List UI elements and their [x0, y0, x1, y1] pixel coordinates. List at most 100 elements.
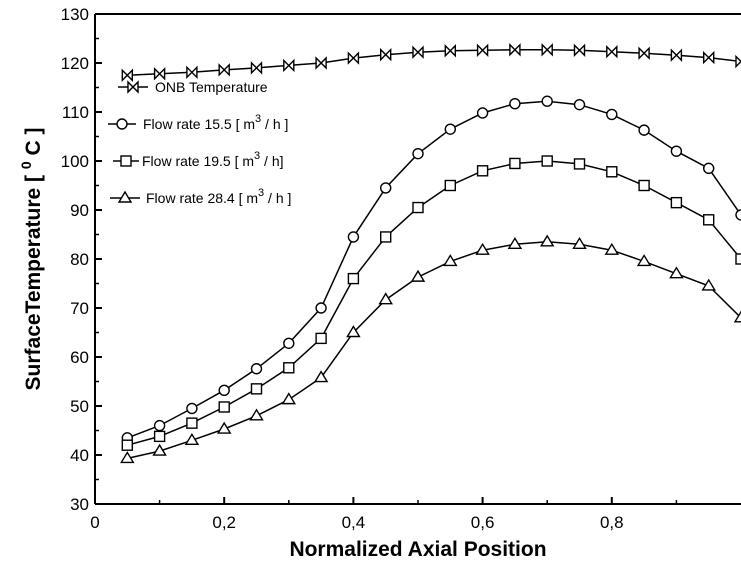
y-tick-label: 110 [62, 103, 89, 122]
data-point [153, 419, 166, 432]
data-point [475, 242, 490, 255]
y-tick-label: 90 [70, 201, 89, 220]
data-point [250, 61, 263, 75]
x-tick-label: 0 [90, 513, 99, 532]
data-point [121, 439, 134, 451]
legend-entry-4: Flow rate 28.4 [ m3 / h ] [110, 187, 291, 206]
data-point [703, 50, 715, 65]
y-axis-title: SurfaceTemperature [ 0 C ] [18, 128, 45, 391]
data-point [735, 253, 741, 265]
data-point [733, 310, 741, 323]
data-point [476, 107, 489, 119]
data-point [703, 214, 715, 226]
data-point [283, 362, 295, 374]
series-1 [121, 43, 741, 82]
x-tick-label: 0,4 [342, 513, 366, 532]
data-point [507, 236, 523, 250]
y-tick-label: 120 [61, 54, 89, 73]
data-point [573, 98, 586, 111]
legend: ONB Temperature Flow rate 15.5 [ m3 / h ]… [108, 79, 291, 206]
data-point [315, 302, 327, 314]
y-tick-label: 80 [70, 250, 89, 269]
series-4 [120, 234, 741, 464]
data-point [476, 43, 489, 57]
data-point [509, 157, 521, 170]
data-point [249, 408, 264, 421]
data-point [186, 417, 198, 429]
data-point [638, 46, 650, 60]
y-tick-label: 30 [70, 495, 89, 514]
data-point [380, 231, 392, 243]
data-point [670, 48, 683, 62]
data-point [313, 370, 329, 383]
data-point [152, 443, 167, 456]
data-point [283, 58, 295, 73]
data-point [412, 201, 424, 214]
y-tick-label: 60 [70, 348, 89, 367]
data-point [218, 63, 230, 77]
data-point [606, 166, 618, 178]
legend-label: Flow rate 28.4 [ m3 / h ] [146, 187, 291, 206]
data-point [636, 254, 652, 267]
y-tick-label: 50 [70, 397, 89, 416]
data-point [443, 254, 458, 267]
data-point [218, 401, 230, 413]
legend-label: ONB Temperature [155, 79, 268, 95]
data-point [509, 97, 521, 110]
legend-label: Flow rate 19.5 [ m3 / h] [142, 150, 284, 169]
data-point [638, 124, 650, 136]
tick-labels: 30 40 50 60 70 80 90 100 110 120 130 0 0,2 0,4 0,6 0,8 [61, 5, 624, 532]
data-point [120, 451, 135, 464]
x-axis-title: Normalized Axial Position [289, 538, 546, 561]
data-point [186, 402, 198, 415]
data-point [281, 392, 297, 405]
data-point [346, 325, 361, 338]
legend-label: Flow rate 15.5 [ m3 / h ] [143, 113, 288, 132]
data-point [121, 68, 134, 82]
data-point [283, 337, 295, 349]
y-tick-label: 130 [61, 5, 89, 24]
legend-entry-2: Flow rate 15.5 [ m3 / h ] [108, 113, 288, 132]
legend-entry-3: Flow rate 19.5 [ m3 / h] [113, 150, 284, 169]
y-tick-label: 40 [70, 446, 89, 465]
data-point [380, 47, 392, 62]
data-point [250, 363, 263, 375]
data-point [347, 231, 360, 243]
data-point [735, 209, 741, 221]
data-point [250, 383, 263, 395]
legend-marker [116, 118, 128, 130]
x-tick-label: 0,8 [600, 513, 624, 532]
data-point [380, 182, 392, 194]
data-point [638, 179, 650, 192]
data-point [444, 123, 456, 135]
series-layer [120, 43, 741, 464]
data-point [509, 43, 521, 57]
series-3 [121, 155, 741, 451]
data-point [604, 242, 620, 255]
data-point [186, 65, 198, 79]
data-point [412, 45, 424, 59]
data-point [347, 272, 360, 285]
data-point [444, 44, 456, 58]
data-point [184, 432, 200, 445]
data-point [701, 278, 716, 291]
data-point [572, 236, 587, 250]
data-point [703, 162, 715, 175]
data-point [606, 45, 618, 59]
data-point [539, 234, 555, 247]
data-point [670, 145, 683, 157]
data-point [573, 158, 586, 170]
data-point [541, 155, 553, 167]
y-tick-label: 100 [61, 152, 89, 171]
legend-entry-1: ONB Temperature [118, 79, 268, 95]
data-point [412, 147, 424, 160]
data-point [541, 43, 553, 57]
data-point [669, 266, 684, 279]
data-point [218, 384, 230, 397]
data-point [735, 54, 741, 69]
data-point [315, 332, 327, 345]
data-point [670, 196, 683, 209]
data-point [378, 292, 393, 305]
axis-titles: Normalized Axial Position SurfaceTemperat… [18, 128, 547, 561]
